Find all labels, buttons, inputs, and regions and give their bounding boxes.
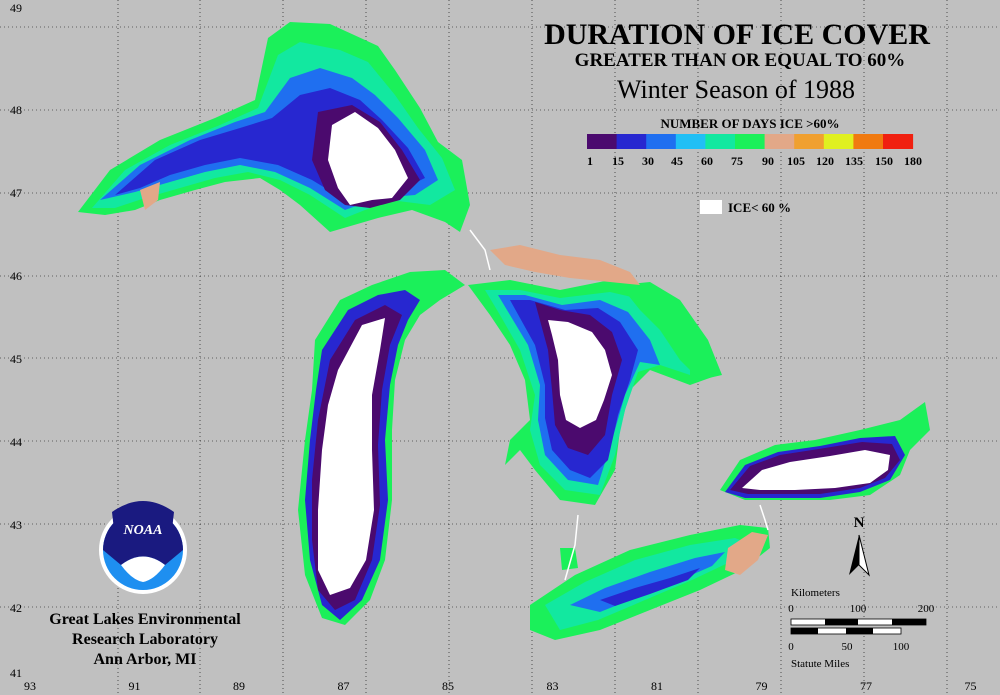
- legend-heading: NUMBER OF DAYS ICE >60%: [660, 116, 839, 131]
- lake-michigan: [298, 270, 465, 625]
- legend-tick-105: 105: [787, 154, 805, 168]
- north-arrow: N: [849, 515, 870, 577]
- lat-label-45: 45: [10, 352, 22, 366]
- legend-swatch-1: [616, 134, 647, 149]
- latitude-labels: 49 48 47 46 45 44 43 42 41: [10, 1, 22, 680]
- georgian-bay: [620, 282, 722, 380]
- scale-km-tick-1: 100: [850, 603, 867, 615]
- lon-label-91: 91: [129, 679, 141, 693]
- legend-tick-150: 150: [875, 154, 893, 168]
- legend-tick-15: 15: [612, 154, 624, 168]
- ontario-ice-free: [742, 450, 890, 490]
- title-line-2: GREATER THAN OR EQUAL TO 60%: [575, 50, 906, 71]
- connecting-rivers: [469, 229, 769, 581]
- huron-ice-free: [548, 320, 612, 428]
- legend-tick-75: 75: [731, 154, 743, 168]
- lat-label-42: 42: [10, 601, 22, 615]
- scale-km-tick-0: 0: [788, 603, 794, 615]
- lon-label-75: 75: [965, 679, 977, 693]
- scale-bar: Kilometers 0 100 200 0 50 100 Statute Mi…: [788, 587, 935, 670]
- ice-free-label: ICE< 60 %: [728, 200, 791, 215]
- lat-label-47: 47: [10, 186, 22, 200]
- scale-km-tick-2: 200: [918, 603, 935, 615]
- noaa-logo-text: NOAA: [123, 523, 163, 538]
- legend-swatch-0: [587, 134, 618, 149]
- lat-label-41: 41: [10, 666, 22, 680]
- lat-label-46: 46: [10, 269, 22, 283]
- legend-swatches: [587, 134, 914, 149]
- longitude-labels: 93 91 89 87 85 83 81 79 77 75: [24, 679, 977, 693]
- scale-km-label: Kilometers: [791, 587, 840, 599]
- scale-mi-tick-0: 0: [788, 641, 794, 653]
- lon-label-85: 85: [442, 679, 454, 693]
- legend-tick-45: 45: [671, 154, 683, 168]
- lat-label-43: 43: [10, 518, 22, 532]
- lake-st-clair: [560, 548, 578, 570]
- lat-label-48: 48: [10, 103, 22, 117]
- scale-mi-tick-2: 100: [893, 641, 910, 653]
- lon-label-83: 83: [547, 679, 559, 693]
- lake-huron: [468, 245, 722, 505]
- erie-deep-blue: [600, 568, 700, 606]
- north-label: N: [854, 515, 865, 531]
- legend-swatch-2: [646, 134, 677, 149]
- legend-tick-120: 120: [816, 154, 834, 168]
- lon-label-87: 87: [338, 679, 350, 693]
- ice-free-swatch: [700, 200, 722, 214]
- lat-label-49: 49: [10, 1, 22, 15]
- lat-label-44: 44: [10, 435, 22, 449]
- legend-tick-60: 60: [701, 154, 713, 168]
- title-line-3: Winter Season of 1988: [617, 75, 855, 104]
- scale-mi-tick-1: 50: [842, 641, 854, 653]
- superior-tan-area: [140, 182, 160, 210]
- legend-tick-1: 1: [587, 154, 593, 168]
- lab-name-line-1: Great Lakes Environmental: [49, 611, 241, 628]
- legend-swatch-4: [705, 134, 736, 149]
- lake-erie: [530, 525, 770, 640]
- erie-tan-area: [725, 532, 768, 575]
- noaa-logo: NOAA: [99, 501, 187, 594]
- scale-mi-label: Statute Miles: [791, 658, 849, 670]
- legend-tick-30: 30: [642, 154, 654, 168]
- legend-tick-labels: 1 15 30 45 60 75 90 105 120 135 150 180: [587, 154, 922, 168]
- lake-superior: [78, 22, 470, 232]
- michigan-ice-free: [318, 318, 385, 595]
- northchannel-tan: [490, 245, 640, 285]
- legend-tick-135: 135: [845, 154, 863, 168]
- legend-tick-90: 90: [762, 154, 774, 168]
- lab-name-line-3: Ann Arbor, MI: [94, 651, 197, 668]
- lab-name-line-2: Research Laboratory: [72, 631, 218, 648]
- legend-swatch-7: [794, 134, 825, 149]
- legend-swatch-9: [853, 134, 884, 149]
- legend-tick-180: 180: [904, 154, 922, 168]
- lon-label-77: 77: [860, 679, 872, 693]
- lake-ontario: [720, 402, 930, 500]
- lon-label-81: 81: [651, 679, 663, 693]
- legend-swatch-5: [735, 134, 766, 149]
- legend-swatch-10: [883, 134, 914, 149]
- lon-label-89: 89: [233, 679, 245, 693]
- legend-swatch-6: [764, 134, 795, 149]
- lon-label-93: 93: [24, 679, 36, 693]
- title-line-1: DURATION OF ICE COVER: [544, 18, 930, 51]
- lon-label-79: 79: [756, 679, 768, 693]
- legend-swatch-3: [675, 134, 706, 149]
- superior-ice-free: [328, 112, 408, 205]
- legend-swatch-8: [823, 134, 854, 149]
